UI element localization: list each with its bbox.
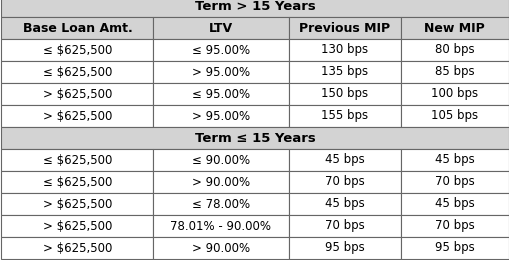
Bar bbox=[153, 171, 288, 193]
Bar bbox=[153, 237, 288, 259]
Bar bbox=[288, 17, 400, 39]
Text: > $625,500: > $625,500 bbox=[43, 242, 112, 255]
Text: ≤ 90.00%: ≤ 90.00% bbox=[191, 153, 249, 166]
Text: Base Loan Amt.: Base Loan Amt. bbox=[22, 22, 132, 35]
Text: 70 bps: 70 bps bbox=[434, 176, 473, 188]
Bar bbox=[400, 105, 507, 127]
Text: 45 bps: 45 bps bbox=[324, 198, 363, 211]
Text: ≤ 78.00%: ≤ 78.00% bbox=[191, 198, 249, 211]
Text: 80 bps: 80 bps bbox=[434, 43, 473, 56]
Text: > 95.00%: > 95.00% bbox=[191, 66, 249, 79]
Bar bbox=[2, 215, 153, 237]
Bar bbox=[2, 237, 153, 259]
Text: 95 bps: 95 bps bbox=[324, 242, 363, 255]
Bar bbox=[153, 17, 288, 39]
Bar bbox=[2, 149, 153, 171]
Bar bbox=[2, 61, 153, 83]
Bar bbox=[400, 17, 507, 39]
Bar bbox=[153, 61, 288, 83]
Text: 78.01% - 90.00%: 78.01% - 90.00% bbox=[170, 219, 271, 232]
Text: 105 bps: 105 bps bbox=[430, 109, 477, 122]
Text: ≤ 95.00%: ≤ 95.00% bbox=[191, 43, 249, 56]
Text: 155 bps: 155 bps bbox=[320, 109, 367, 122]
Bar bbox=[153, 193, 288, 215]
Bar bbox=[288, 171, 400, 193]
Text: 45 bps: 45 bps bbox=[434, 153, 473, 166]
Bar bbox=[288, 61, 400, 83]
Text: Previous MIP: Previous MIP bbox=[298, 22, 389, 35]
Text: > 90.00%: > 90.00% bbox=[191, 242, 249, 255]
Bar bbox=[288, 39, 400, 61]
Text: 150 bps: 150 bps bbox=[320, 88, 367, 101]
Bar bbox=[153, 105, 288, 127]
Text: 45 bps: 45 bps bbox=[324, 153, 363, 166]
Bar bbox=[400, 83, 507, 105]
Text: ≤ $625,500: ≤ $625,500 bbox=[43, 176, 112, 188]
Text: 70 bps: 70 bps bbox=[324, 219, 363, 232]
Bar bbox=[288, 105, 400, 127]
Text: 130 bps: 130 bps bbox=[320, 43, 367, 56]
Bar bbox=[288, 83, 400, 105]
Bar bbox=[153, 83, 288, 105]
Text: 135 bps: 135 bps bbox=[320, 66, 367, 79]
Bar bbox=[288, 237, 400, 259]
Text: 45 bps: 45 bps bbox=[434, 198, 473, 211]
Bar bbox=[2, 83, 153, 105]
Bar bbox=[2, 171, 153, 193]
Bar bbox=[400, 215, 507, 237]
Text: 85 bps: 85 bps bbox=[434, 66, 473, 79]
Bar bbox=[288, 193, 400, 215]
Text: 95 bps: 95 bps bbox=[434, 242, 473, 255]
Text: > 90.00%: > 90.00% bbox=[191, 176, 249, 188]
Text: 70 bps: 70 bps bbox=[324, 176, 363, 188]
Text: > $625,500: > $625,500 bbox=[43, 109, 112, 122]
Bar bbox=[400, 39, 507, 61]
Text: ≤ $625,500: ≤ $625,500 bbox=[43, 153, 112, 166]
Bar bbox=[400, 171, 507, 193]
Text: 70 bps: 70 bps bbox=[434, 219, 473, 232]
Text: 100 bps: 100 bps bbox=[430, 88, 477, 101]
Bar bbox=[2, 127, 507, 149]
Bar bbox=[400, 149, 507, 171]
Bar bbox=[2, 193, 153, 215]
Text: > 95.00%: > 95.00% bbox=[191, 109, 249, 122]
Bar bbox=[400, 61, 507, 83]
Text: > $625,500: > $625,500 bbox=[43, 219, 112, 232]
Text: ≤ $625,500: ≤ $625,500 bbox=[43, 43, 112, 56]
Text: ≤ 95.00%: ≤ 95.00% bbox=[191, 88, 249, 101]
Bar bbox=[153, 149, 288, 171]
Text: LTV: LTV bbox=[209, 22, 233, 35]
Bar bbox=[288, 149, 400, 171]
Bar bbox=[2, 39, 153, 61]
Bar bbox=[288, 215, 400, 237]
Bar bbox=[2, 0, 507, 17]
Text: Term ≤ 15 Years: Term ≤ 15 Years bbox=[194, 132, 315, 145]
Bar bbox=[153, 39, 288, 61]
Text: Term > 15 Years: Term > 15 Years bbox=[194, 0, 315, 12]
Text: > $625,500: > $625,500 bbox=[43, 88, 112, 101]
Text: ≤ $625,500: ≤ $625,500 bbox=[43, 66, 112, 79]
Text: > $625,500: > $625,500 bbox=[43, 198, 112, 211]
Bar bbox=[400, 237, 507, 259]
Text: New MIP: New MIP bbox=[423, 22, 484, 35]
Bar bbox=[2, 17, 153, 39]
Bar bbox=[2, 105, 153, 127]
Bar bbox=[153, 215, 288, 237]
Bar bbox=[400, 193, 507, 215]
